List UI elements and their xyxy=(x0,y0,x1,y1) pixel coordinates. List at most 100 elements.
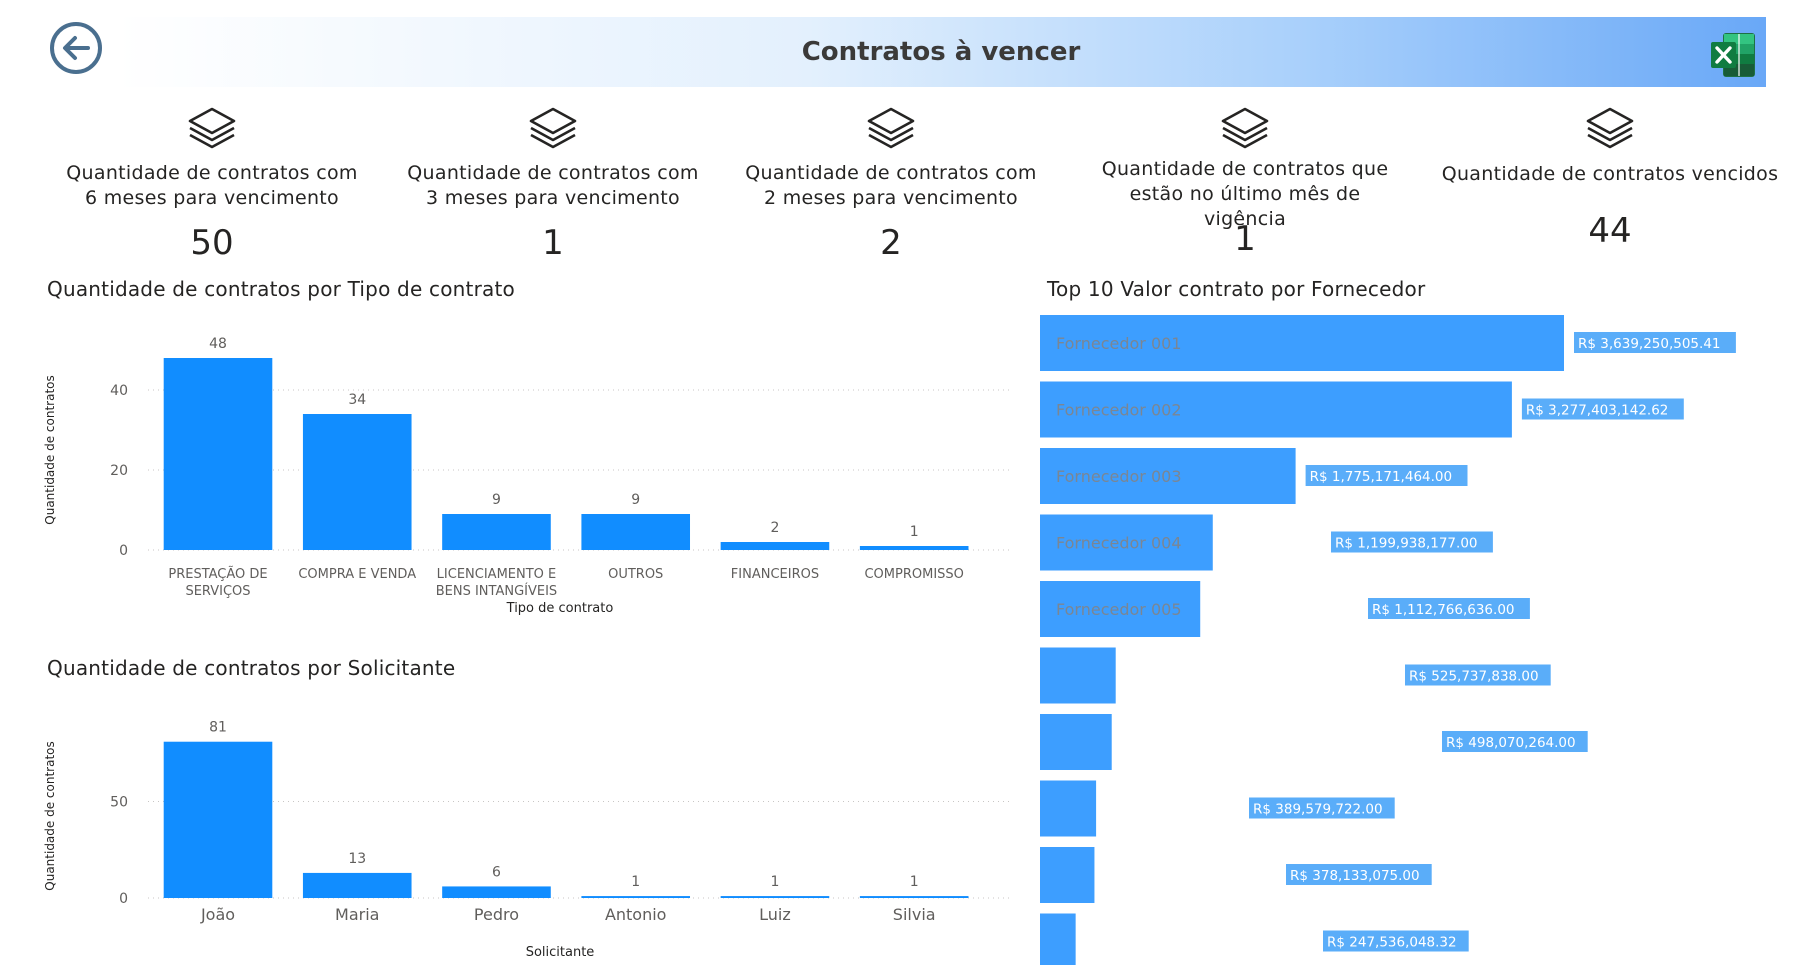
data-label: R$ 525,737,838.00 xyxy=(1409,669,1539,685)
chart-title-solicitante: Quantidade de contratos por Solicitante xyxy=(47,656,456,680)
data-label: 1 xyxy=(631,874,640,890)
data-label: R$ 3,639,250,505.41 xyxy=(1578,336,1721,352)
bar xyxy=(442,514,551,550)
data-label-bg xyxy=(1331,531,1493,553)
kpi-six-months: Quantidade de contratos com 6 meses para… xyxy=(57,105,367,263)
data-label: 2 xyxy=(770,520,779,536)
excel-export-button[interactable] xyxy=(1708,30,1758,80)
bar xyxy=(1040,581,1201,637)
bar xyxy=(1040,315,1564,371)
chart-contracts-by-requester: 0 50 81 João 13 Maria 6 Pedro 1 Antonio 1 Luiz 1 Silv… xyxy=(43,720,1010,960)
data-label: R$ 378,133,075.00 xyxy=(1290,868,1420,884)
data-label-bg xyxy=(1323,930,1469,952)
header-bar: Contratos à vencer xyxy=(116,17,1766,87)
data-label: R$ 1,112,766,636.00 xyxy=(1372,602,1515,618)
stack-icon xyxy=(1221,107,1269,149)
stack-icon xyxy=(529,107,577,149)
bar xyxy=(1040,647,1116,704)
bar xyxy=(1040,714,1112,770)
bar-category-label: Fornecedor 005 xyxy=(1056,600,1182,619)
kpi-label: Quantidade de contratos com 3 meses para… xyxy=(407,162,699,209)
data-label: 1 xyxy=(770,874,779,890)
bar xyxy=(1040,780,1097,837)
page-title: Contratos à vencer xyxy=(801,37,1081,67)
kpi-last-month: Quantidade de contratos que estão no últ… xyxy=(1090,105,1400,259)
data-label: 9 xyxy=(631,492,640,508)
stack-icon xyxy=(867,107,915,149)
data-label-bg xyxy=(1521,398,1684,420)
data-label-bg xyxy=(1305,465,1468,486)
bar xyxy=(1040,381,1512,438)
bar-category-label: Fornecedor 002 xyxy=(1056,401,1182,420)
data-label: R$ 247,536,048.32 xyxy=(1327,935,1457,951)
data-label: 13 xyxy=(348,851,366,867)
data-label: R$ 389,579,722.00 xyxy=(1253,802,1383,818)
data-label-bg xyxy=(1249,797,1395,819)
x-tick-label: Luiz xyxy=(759,905,791,924)
bar xyxy=(163,741,273,898)
bar xyxy=(581,514,691,550)
bar xyxy=(442,886,551,898)
bar xyxy=(1040,847,1095,903)
kpi-label: Quantidade de contratos que estão no últ… xyxy=(1101,158,1389,230)
data-label: 6 xyxy=(492,864,501,880)
x-tick-label: COMPROMISSO xyxy=(864,567,963,582)
kpi-label: Quantidade de contratos vencidos xyxy=(1441,163,1779,185)
x-tick-label: COMPRA E VENDA xyxy=(298,567,416,582)
x-tick-label: PRESTAÇÃO DE xyxy=(168,566,267,582)
data-label: 81 xyxy=(209,720,227,736)
data-label: R$ 1,775,171,464.00 xyxy=(1310,469,1453,485)
y-axis-title: Quantidade de contratos xyxy=(43,375,57,524)
x-tick-label: OUTROS xyxy=(608,567,663,582)
bar xyxy=(720,542,830,550)
bar xyxy=(859,896,969,898)
x-tick-label: BENS INTANGÍVEIS xyxy=(436,583,557,599)
x-tick-label: FINANCEIROS xyxy=(731,567,819,582)
chart-contracts-by-type: 0 20 40 48 PRESTAÇÃO DE SERVIÇOS 34 COMPRA E VE… xyxy=(43,336,1010,616)
data-label: 34 xyxy=(348,392,366,408)
kpi-value: 1 xyxy=(1234,219,1256,259)
x-tick-label: Silvia xyxy=(893,905,936,924)
data-label: 48 xyxy=(209,336,227,352)
kpi-three-months: Quantidade de contratos com 3 meses para… xyxy=(398,105,708,263)
bar xyxy=(302,414,412,550)
bar xyxy=(1040,448,1296,504)
bar xyxy=(163,358,273,550)
back-arrow-icon xyxy=(50,22,102,74)
data-label: 1 xyxy=(910,874,919,890)
bar xyxy=(720,896,830,898)
x-tick-label: João xyxy=(200,905,235,924)
kpi-value: 50 xyxy=(190,223,234,263)
data-label-bg xyxy=(1286,864,1432,885)
chart-title-fornecedor: Top 10 Valor contrato por Fornecedor xyxy=(1047,277,1426,301)
x-tick-label: Pedro xyxy=(474,905,519,924)
y-axis-title: Quantidade de contratos xyxy=(43,741,57,890)
bar xyxy=(581,896,691,898)
y-tick-label: 0 xyxy=(119,891,128,907)
kpi-label: Quantidade de contratos com 2 meses para… xyxy=(745,162,1037,209)
bar xyxy=(1040,913,1076,965)
y-tick-label: 20 xyxy=(110,463,128,479)
chart-top-suppliers: Fornecedor 001 R$ 3,639,250,505.41 Fornece… xyxy=(1040,315,1736,965)
data-label: R$ 1,199,938,177.00 xyxy=(1335,536,1478,552)
data-label-bg xyxy=(1574,332,1736,353)
bar xyxy=(1040,514,1213,571)
data-label-bg xyxy=(1368,598,1530,619)
stack-icon xyxy=(188,107,236,149)
x-tick-label: LICENCIAMENTO E xyxy=(437,567,557,582)
bar xyxy=(859,546,969,550)
x-tick-label: Antonio xyxy=(605,905,667,924)
data-label: 1 xyxy=(910,524,919,540)
kpi-expired: Quantidade de contratos vencidos 44 xyxy=(1440,105,1780,251)
bar xyxy=(302,872,412,898)
y-tick-label: 40 xyxy=(110,383,128,399)
y-tick-label: 0 xyxy=(119,543,128,559)
data-label: R$ 3,277,403,142.62 xyxy=(1526,403,1669,419)
back-button[interactable] xyxy=(48,20,104,76)
bar-category-label: Fornecedor 003 xyxy=(1056,467,1182,486)
excel-icon xyxy=(1711,33,1755,77)
data-label: 9 xyxy=(492,492,501,508)
kpi-value: 44 xyxy=(1588,211,1632,251)
x-tick-label: SERVIÇOS xyxy=(185,584,250,599)
kpi-value: 2 xyxy=(880,223,902,263)
